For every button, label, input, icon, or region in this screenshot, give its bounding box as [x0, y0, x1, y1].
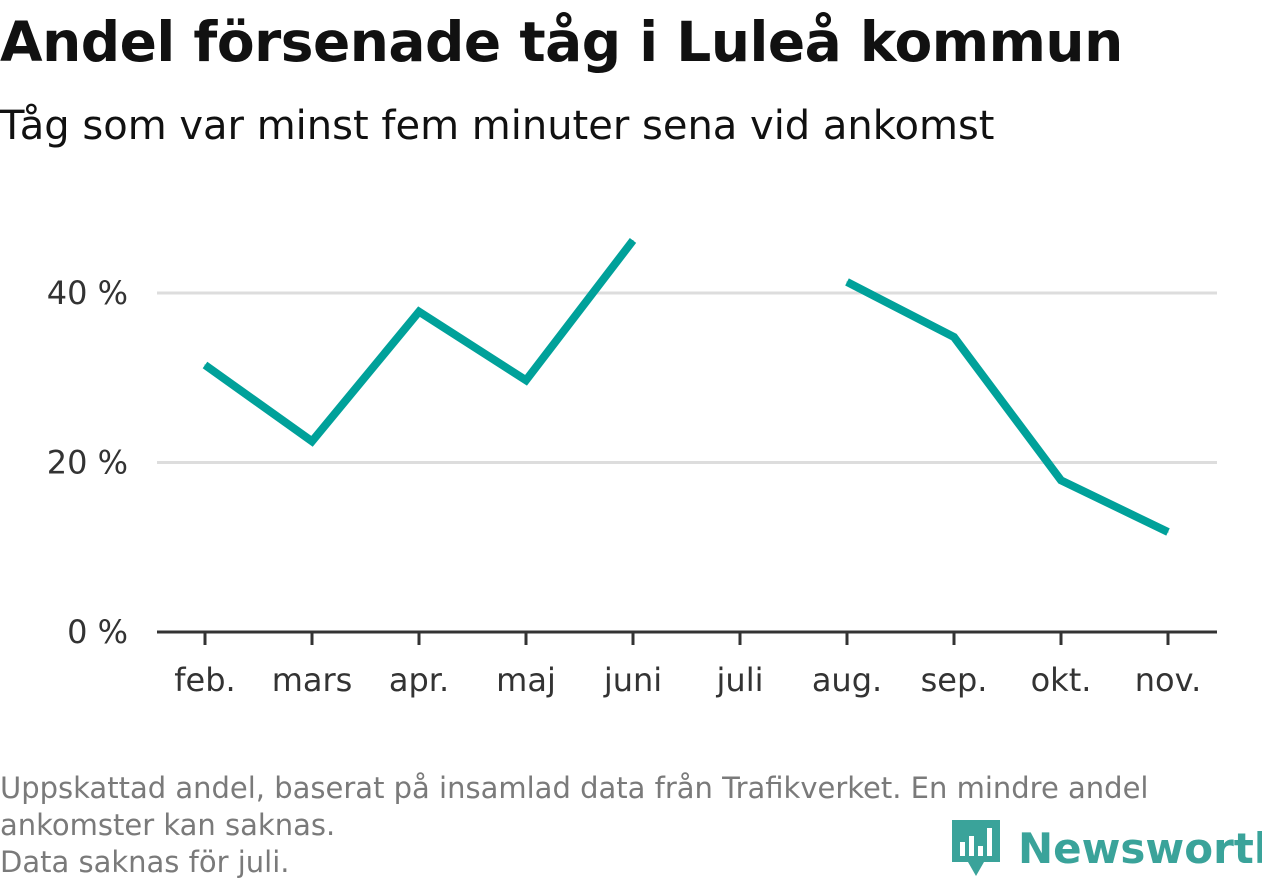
y-tick-label: 0 %: [67, 613, 128, 651]
data-point-okt: [1060, 479, 1062, 481]
brand: Newsworthy: [950, 818, 1262, 878]
data-point-mars: [311, 440, 313, 442]
data-point-nov: [1167, 531, 1169, 533]
data-point-apr: [418, 311, 420, 313]
data-point-aug: [846, 281, 848, 283]
newsworthy-logo-icon: [952, 820, 1000, 876]
footnote: Uppskattad andel, baserat på insamlad da…: [0, 770, 1250, 881]
x-tick-label: aug.: [812, 661, 882, 699]
x-tick-label: juli: [716, 661, 764, 699]
x-tick-label: nov.: [1135, 661, 1201, 699]
x-tick-label: sep.: [921, 661, 988, 699]
footnote-line-2: ankomster kan saknas.: [0, 808, 336, 842]
data-point-feb: [204, 364, 206, 366]
chart-subtitle: Tåg som var minst fem minuter sena vid a…: [0, 103, 995, 149]
series-line-segment-2: [845, 278, 1170, 536]
data-point-maj: [525, 379, 527, 381]
gridlines: [157, 291, 1217, 464]
data-point-sep: [953, 336, 955, 338]
x-tick-label: feb.: [174, 661, 235, 699]
y-axis-ticks: 0 % 20 % 40 %: [47, 274, 128, 651]
brand-name: Newsworthy: [1018, 823, 1262, 873]
x-tick-label: maj: [496, 661, 556, 699]
x-axis-ticks: feb. mars apr. maj juni juli aug. sep. okt. nov.: [174, 632, 1201, 699]
series-line-segment-1: [202, 238, 637, 447]
x-tick-label: okt.: [1031, 661, 1092, 699]
x-tick-label: juni: [603, 661, 662, 699]
y-tick-label: 40 %: [47, 274, 128, 312]
footnote-line-3: Data saknas för juli.: [0, 845, 290, 879]
chart-title: Andel försenade tåg i Luleå kommun: [0, 10, 1123, 74]
y-tick-label: 20 %: [47, 444, 128, 482]
footnote-line-1: Uppskattad andel, baserat på insamlad da…: [0, 771, 1149, 805]
data-point-juni: [632, 239, 634, 241]
x-tick-label: mars: [272, 661, 353, 699]
x-tick-label: apr.: [389, 661, 449, 699]
series-lines: [202, 238, 1170, 536]
